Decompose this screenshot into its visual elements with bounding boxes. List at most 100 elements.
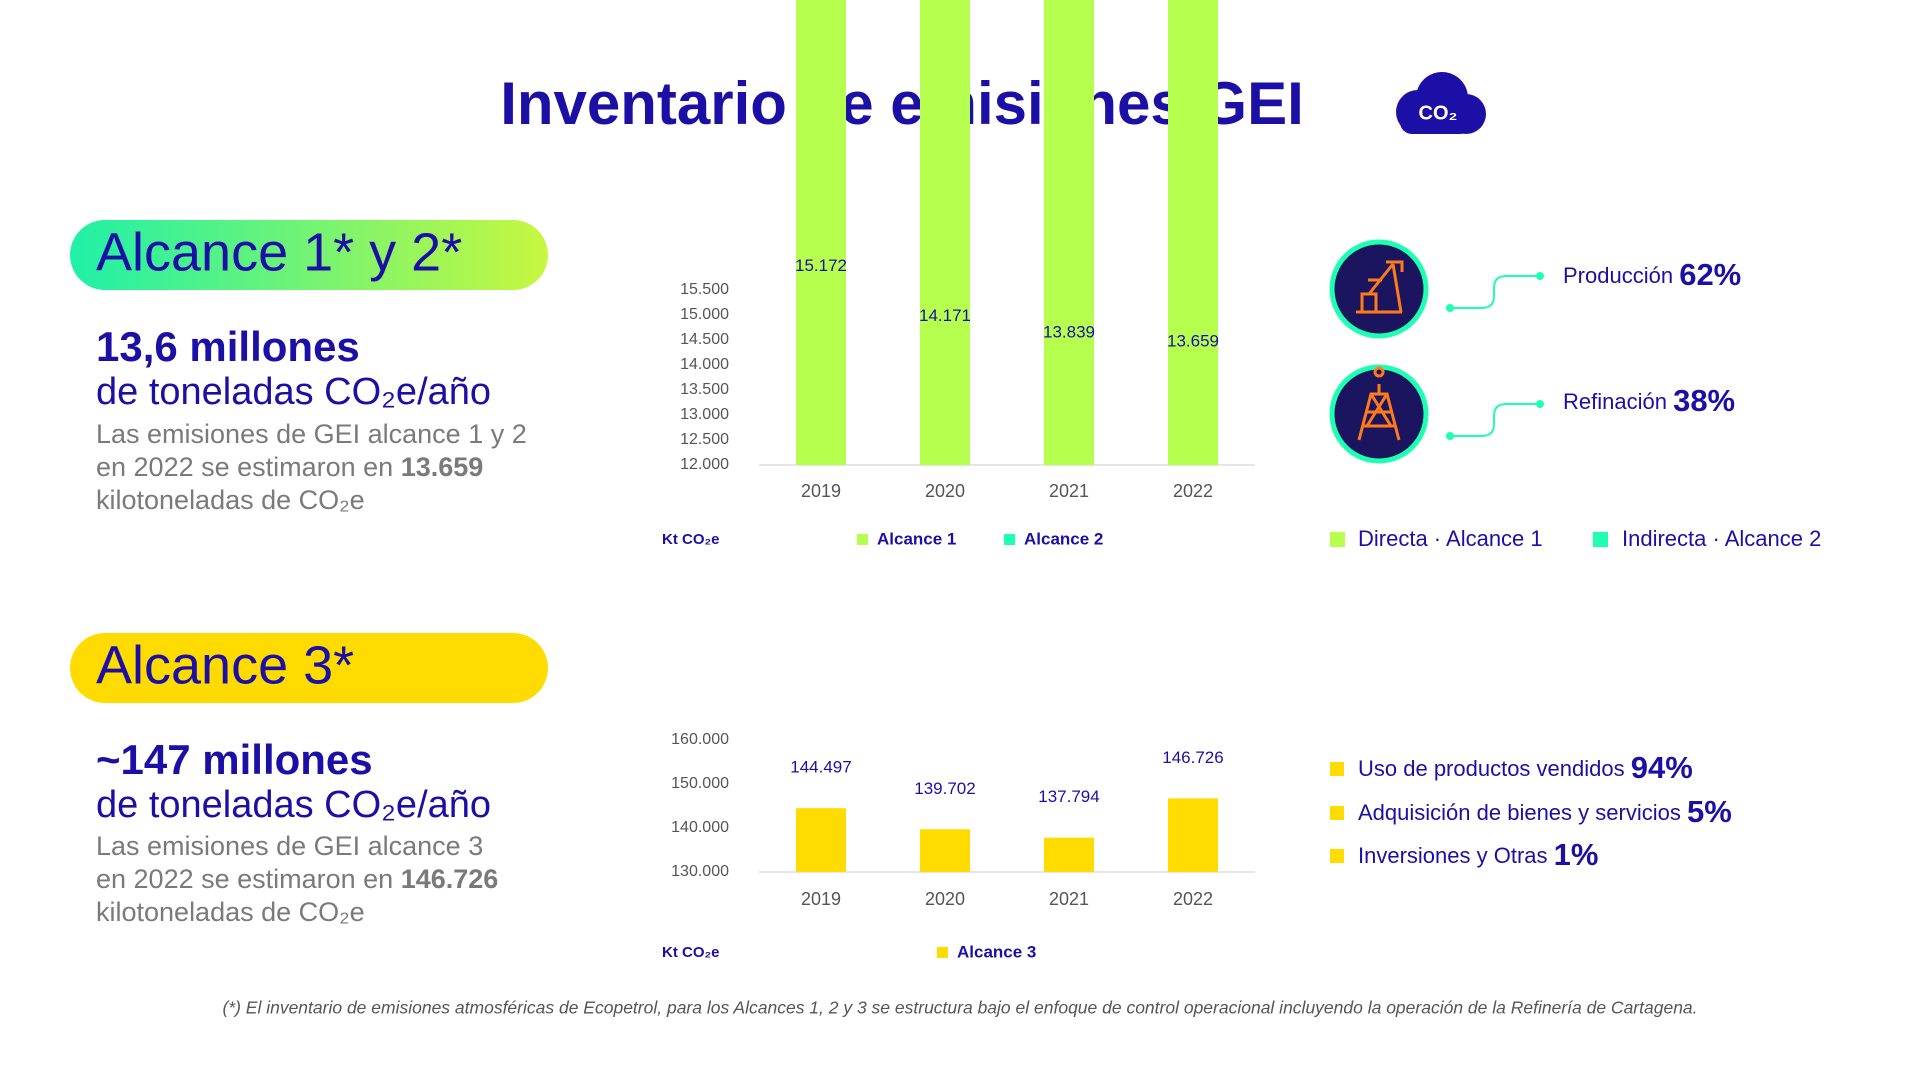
cloud-part (1400, 108, 1472, 134)
description: en 2022 se estimaron en 13.659 (96, 452, 483, 482)
description: kilotoneladas de CO₂e (96, 897, 365, 927)
legend-label: Alcance 2 (1024, 529, 1103, 548)
value-label: 139.702 (914, 779, 975, 798)
x-tick-label: 2020 (925, 481, 965, 501)
breakdown-label: Adquisición de bienes y servicios (1358, 800, 1681, 825)
bar-segment (796, 0, 846, 465)
subheadline: de toneladas CO₂e/año (96, 371, 491, 413)
breakdown-share: 1% (1554, 837, 1599, 872)
bar (920, 829, 970, 872)
bar-segment (920, 0, 970, 465)
refinery-icon (1329, 364, 1429, 464)
description: en 2022 se estimaron en 146.726 (96, 864, 498, 894)
y-tick-label: 13.500 (680, 381, 729, 398)
connector (1450, 403, 1540, 437)
bar-segment (1044, 0, 1094, 466)
description: kilotoneladas de CO₂e (96, 485, 365, 515)
connector-dot (1536, 272, 1544, 280)
y-tick-label: 15.000 (680, 306, 729, 323)
y-tick-label: 140.000 (671, 819, 729, 836)
x-tick-label: 2020 (925, 889, 965, 909)
legend-swatch (1330, 532, 1345, 547)
scope-title: Alcance 1* y 2* (96, 222, 462, 282)
legend-label: Alcance 1 (877, 529, 956, 548)
unit-label: Kt CO₂e (662, 944, 720, 961)
bar (1168, 798, 1218, 872)
value-label: 146.726 (1162, 748, 1223, 767)
icon-label: CO₂ (1419, 102, 1458, 124)
legend-swatch (937, 947, 948, 958)
breakdown-share: 94% (1631, 750, 1693, 785)
scope-title: Alcance 3* (96, 635, 354, 695)
legend-swatch (857, 534, 868, 545)
pumpjack (1356, 260, 1404, 314)
bar-segment (1168, 0, 1218, 466)
co2-cloud-icon: CO₂ (1396, 72, 1486, 134)
y-tick-label: 14.500 (680, 331, 729, 348)
value-label: 144.497 (790, 758, 851, 777)
description-text: en 2022 se estimaron en (96, 452, 393, 482)
breakdown-label: Uso de productos vendidos (1358, 756, 1625, 781)
y-tick-label: 15.500 (680, 281, 729, 298)
connector-dot (1446, 432, 1454, 440)
list-bullet (1330, 806, 1344, 820)
x-tick-label: 2019 (801, 481, 841, 501)
footnote: (*) El inventario de emisiones atmosféri… (222, 998, 1697, 1018)
bar (796, 808, 846, 872)
x-tick-label: 2019 (801, 889, 841, 909)
breakdown-item: Adquisición de bienes y servicios 5% (1358, 794, 1732, 829)
total-label: 13.659 (1167, 332, 1219, 351)
icon-circle (1329, 364, 1429, 464)
breakdown-share: 62% (1679, 257, 1741, 292)
total-label: 15.172 (795, 256, 847, 275)
x-tick-label: 2021 (1049, 481, 1089, 501)
production-icon (1329, 239, 1429, 339)
headline: 13,6 millones (96, 323, 360, 370)
y-tick-label: 160.000 (671, 731, 729, 748)
legend-swatch (1593, 532, 1608, 547)
breakdown-label: Refinación (1563, 389, 1667, 414)
breakdown-item: Refinación 38% (1563, 383, 1735, 418)
list-bullet (1330, 762, 1344, 776)
legend-swatch (1004, 534, 1015, 545)
y-tick-label: 150.000 (671, 775, 729, 792)
y-tick-label: 12.500 (680, 431, 729, 448)
description: Las emisiones de GEI alcance 1 y 2 (96, 419, 527, 449)
breakdown-label: Producción (1563, 263, 1673, 288)
unit-label: Kt CO₂e (662, 531, 720, 548)
connector-dot (1536, 400, 1544, 408)
headline: ~147 millones (96, 736, 373, 783)
legend-label: Directa · Alcance 1 (1358, 526, 1543, 551)
y-tick-label: 14.000 (680, 356, 729, 373)
y-tick-label: 13.000 (680, 406, 729, 423)
total-label: 13.839 (1043, 323, 1095, 342)
description-text: en 2022 se estimaron en (96, 864, 393, 894)
description-highlight: 13.659 (401, 452, 484, 482)
description: Las emisiones de GEI alcance 3 (96, 831, 483, 861)
value-label: 137.794 (1038, 787, 1099, 806)
breakdown-item: Uso de productos vendidos 94% (1358, 750, 1693, 785)
legend-label: Alcance 3 (957, 942, 1036, 961)
total-label: 14.171 (919, 306, 971, 325)
list-bullet (1330, 849, 1344, 863)
icon-circle (1329, 239, 1429, 339)
breakdown-item: Inversiones y Otras 1% (1358, 837, 1598, 872)
connector (1450, 275, 1540, 309)
breakdown-item: Producción 62% (1563, 257, 1741, 292)
description-highlight: 146.726 (401, 864, 499, 894)
derrick (1357, 366, 1401, 441)
y-tick-label: 12.000 (680, 456, 729, 473)
scope-pill (70, 220, 548, 290)
breakdown-share: 5% (1687, 794, 1732, 829)
x-tick-label: 2022 (1173, 889, 1213, 909)
connector-dot (1446, 304, 1454, 312)
subheadline: de toneladas CO₂e/año (96, 784, 491, 826)
y-tick-label: 130.000 (671, 863, 729, 880)
breakdown-share: 38% (1673, 383, 1735, 418)
x-tick-label: 2021 (1049, 889, 1089, 909)
bar (1044, 837, 1094, 872)
scope-pill (70, 633, 548, 703)
legend-label: Indirecta · Alcance 2 (1622, 526, 1821, 551)
